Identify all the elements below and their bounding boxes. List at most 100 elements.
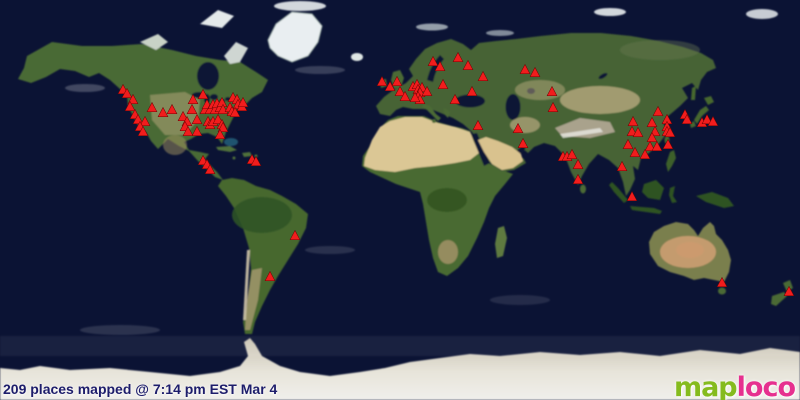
place-marker (132, 113, 144, 124)
place-marker (191, 113, 203, 124)
borneo (642, 180, 664, 200)
cuba (216, 146, 237, 152)
ellesmere-island (200, 10, 234, 28)
red-sea (471, 133, 490, 166)
cloud-3 (305, 246, 355, 254)
place-marker (166, 103, 178, 114)
place-marker (707, 115, 719, 126)
barents-clouds (486, 30, 514, 36)
place-marker (384, 80, 396, 91)
pampas (245, 268, 262, 330)
place-marker (121, 87, 133, 98)
place-marker (449, 93, 461, 104)
sulawesi (669, 186, 677, 203)
new-guinea (696, 192, 734, 208)
iceland (351, 53, 363, 61)
place-marker (662, 138, 674, 149)
place-marker (217, 121, 229, 132)
place-marker (644, 140, 656, 151)
sumatra (609, 182, 628, 203)
place-marker (187, 93, 199, 104)
place-marker (214, 128, 226, 139)
place-marker (177, 110, 189, 121)
andes (243, 250, 250, 320)
place-marker (616, 160, 628, 171)
place-marker (462, 59, 474, 70)
place-marker (566, 148, 578, 159)
place-marker (547, 101, 559, 112)
place-marker (250, 155, 262, 166)
svalbard-clouds (416, 23, 448, 31)
maploco-logo: maploco (674, 373, 796, 400)
place-marker (622, 138, 634, 149)
sicily (432, 119, 436, 123)
place-marker (157, 106, 169, 117)
mexican-plateau (163, 135, 187, 155)
greece (444, 108, 450, 118)
place-marker (646, 116, 658, 127)
sakhalin (691, 86, 696, 100)
place-marker (137, 125, 149, 136)
marker-layer (117, 51, 795, 296)
place-marker (629, 146, 641, 157)
place-marker (191, 125, 203, 136)
place-marker (519, 63, 531, 74)
greenland (267, 11, 323, 63)
jamaica (232, 156, 236, 160)
place-marker (664, 126, 676, 137)
baffin-island (224, 42, 248, 64)
place-marker (546, 85, 558, 96)
honshu (694, 106, 709, 124)
lake-huron (210, 94, 218, 100)
place-marker (783, 285, 795, 296)
cloud-1 (65, 84, 105, 92)
place-marker (264, 270, 276, 281)
outback-red-center (676, 242, 704, 258)
cloud-4 (80, 325, 160, 335)
place-marker (646, 131, 658, 142)
status-text: 209 places mapped @ 7:14 pm EST Mar 4 (3, 381, 278, 397)
place-marker (376, 75, 388, 86)
place-marker (466, 85, 478, 96)
tasmania (718, 287, 726, 295)
place-marker (197, 88, 209, 99)
place-marker (391, 75, 403, 86)
place-marker (639, 148, 651, 159)
arctic-ice (274, 1, 326, 11)
place-marker (399, 90, 411, 101)
place-marker (701, 113, 713, 124)
arctic-ice-3 (746, 9, 778, 19)
kalahari (438, 240, 458, 264)
persian-gulf (516, 146, 526, 154)
place-marker (452, 51, 464, 62)
place-marker (204, 163, 216, 174)
place-marker (434, 60, 446, 71)
place-marker (289, 229, 301, 240)
siberian-tundra (620, 40, 700, 60)
sri-lanka (580, 184, 586, 194)
southern-ocean-haze (0, 336, 800, 356)
java (630, 206, 662, 214)
place-marker (186, 103, 198, 114)
place-marker (716, 276, 728, 287)
place-marker (477, 70, 489, 81)
place-marker (626, 190, 638, 201)
place-marker (626, 125, 638, 136)
place-marker (512, 122, 524, 133)
place-marker (627, 115, 639, 126)
place-marker (572, 158, 584, 169)
caspian-sea (505, 94, 521, 120)
place-marker (437, 78, 449, 89)
place-marker (229, 106, 241, 117)
place-marker (632, 126, 644, 137)
place-marker (124, 100, 136, 111)
himalayas (560, 128, 603, 138)
place-marker (529, 66, 541, 77)
philippines (666, 150, 676, 172)
arabian-desert (478, 137, 523, 170)
cloud-2 (295, 66, 345, 74)
place-marker (212, 113, 224, 124)
place-marker (394, 85, 406, 96)
place-marker (517, 137, 529, 148)
